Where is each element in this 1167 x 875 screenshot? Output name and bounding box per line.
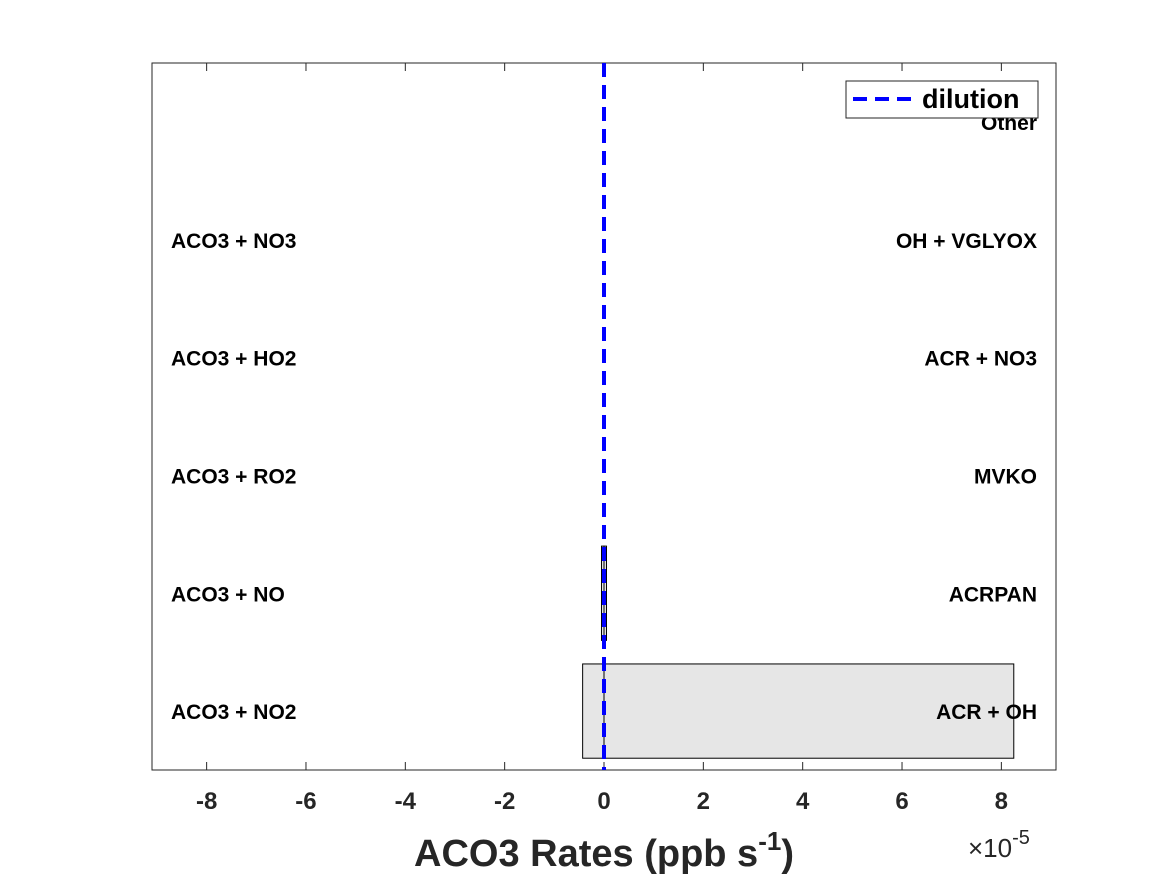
- loss-label: ACO3 + RO2: [171, 465, 296, 488]
- x-axis-multiplier-exponent: -5: [1012, 827, 1030, 849]
- x-ticks-group: -8 -6 -4 -2 0 2 4 6 8: [196, 63, 1008, 815]
- x-tick-label: -2: [494, 788, 515, 815]
- production-label: ACRPAN: [949, 583, 1037, 606]
- loss-label: ACO3 + NO3: [171, 230, 296, 253]
- x-tick-label: -8: [196, 788, 217, 815]
- x-axis-title: ACO3 Rates (ppb s-1): [414, 826, 794, 875]
- production-label: ACR + NO3: [924, 348, 1037, 371]
- loss-label: ACO3 + NO2: [171, 701, 296, 724]
- production-label: MVKO: [974, 465, 1037, 488]
- x-axis-multiplier-base: ×10: [968, 833, 1012, 863]
- loss-label: ACO3 + HO2: [171, 348, 296, 371]
- loss-bar: [582, 663, 605, 759]
- x-tick-label: 0: [597, 788, 610, 815]
- x-tick-label: 4: [796, 788, 810, 815]
- x-tick-label: 6: [895, 788, 908, 815]
- production-label: OH + VGLYOX: [896, 230, 1037, 253]
- legend: dilution: [845, 80, 1039, 119]
- loss-label: ACO3 + NO: [171, 583, 285, 606]
- legend-box: [845, 80, 1039, 119]
- legend-dilution-label: dilution: [922, 84, 1019, 114]
- x-tick-label: -6: [295, 788, 316, 815]
- x-axis-title-close: ): [781, 833, 794, 875]
- x-tick-label: 8: [995, 788, 1008, 815]
- x-tick-label: -4: [395, 788, 417, 815]
- x-tick-label: 2: [697, 788, 710, 815]
- production-bar: [603, 663, 1015, 759]
- x-axis-multiplier: ×10-5: [968, 827, 1030, 863]
- bar-labels-group: ACO3 + NO2 ACR + OH ACO3 + NO ACRPAN ACO3 + …: [171, 112, 1037, 724]
- x-axis-title-superscript: -1: [758, 826, 781, 856]
- production-label: ACR + OH: [936, 701, 1037, 724]
- x-axis-title-main: ACO3 Rates (ppb s: [414, 833, 758, 875]
